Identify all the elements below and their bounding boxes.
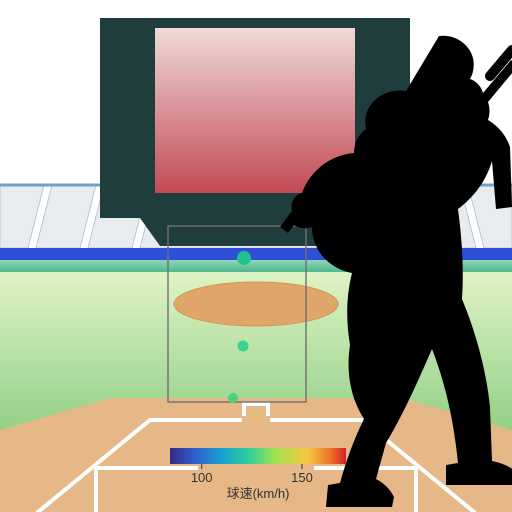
pitch-marker	[238, 341, 249, 352]
legend-tick-label: 150	[291, 470, 313, 485]
legend-bar	[170, 448, 346, 464]
pitch-marker	[237, 251, 251, 265]
legend-axis-label: 球速(km/h)	[227, 486, 290, 501]
pitchers-mound	[174, 282, 338, 326]
legend-tick-label: 100	[191, 470, 213, 485]
pitch-marker	[228, 393, 238, 403]
